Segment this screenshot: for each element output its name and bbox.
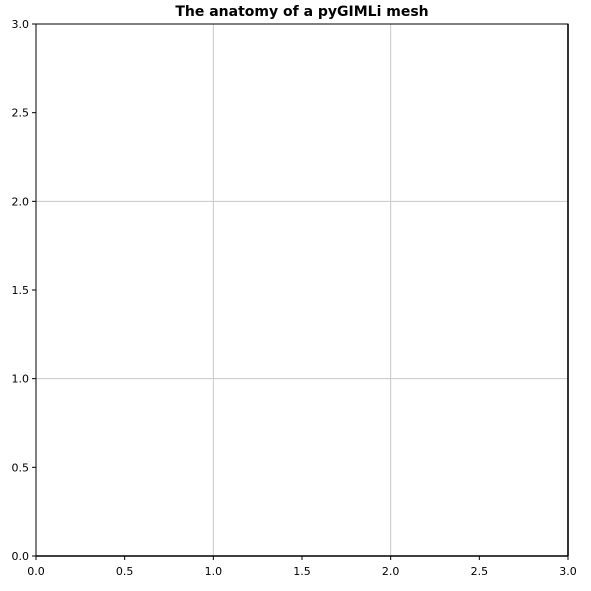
y-axis-ticks: 0.0 0.5 1.0 1.5 2.0 2.5 3.0 <box>12 18 36 563</box>
plot-area-frame <box>35 23 569 557</box>
chart-title: The anatomy of a pyGIMLi mesh <box>175 4 428 20</box>
x-tick-label: 0.0 <box>27 565 45 578</box>
x-axis-ticks: 0.0 0.5 1.0 1.5 2.0 2.5 3.0 <box>27 556 577 578</box>
y-tick-label: 2.0 <box>12 195 30 208</box>
x-tick-label: 2.0 <box>382 565 400 578</box>
y-tick-label: 2.5 <box>12 107 30 120</box>
x-tick-label: 3.0 <box>559 565 577 578</box>
grid-lines <box>36 24 568 556</box>
y-tick-label: 0.0 <box>12 550 30 563</box>
x-tick-label: 1.5 <box>293 565 311 578</box>
y-tick-label: 0.5 <box>12 461 30 474</box>
x-tick-label: 2.5 <box>471 565 489 578</box>
y-tick-label: 1.5 <box>12 284 30 297</box>
x-tick-label: 1.0 <box>205 565 223 578</box>
y-tick-label: 1.0 <box>12 373 30 386</box>
x-tick-label: 0.5 <box>116 565 134 578</box>
y-tick-label: 3.0 <box>12 18 30 31</box>
axes <box>36 24 569 557</box>
